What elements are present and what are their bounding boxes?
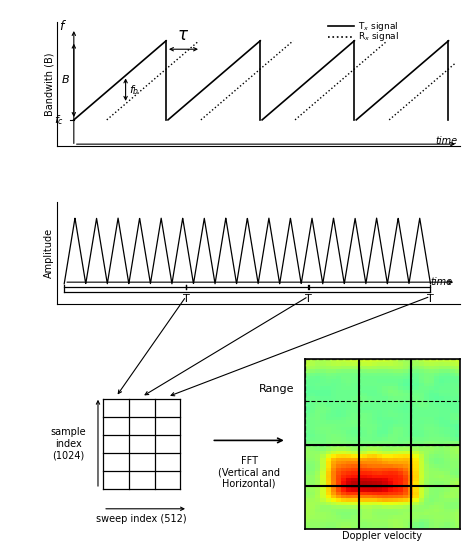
Text: $f$: $f$: [59, 19, 66, 33]
Text: time: time: [436, 136, 458, 146]
Text: R$_x$ signal: R$_x$ signal: [358, 30, 399, 43]
Bar: [305, 359, 460, 445]
Text: FFT
(Vertical and
Horizontal): FFT (Vertical and Horizontal): [218, 456, 280, 489]
Text: $\tau$: $\tau$: [177, 26, 190, 44]
Text: Range: Range: [259, 384, 294, 395]
Text: T: T: [305, 294, 311, 304]
Text: T: T: [427, 294, 434, 304]
Text: $f_b$: $f_b$: [129, 83, 140, 96]
X-axis label: Doppler velocity: Doppler velocity: [342, 531, 422, 541]
Y-axis label: Amplitude: Amplitude: [44, 227, 54, 277]
Text: T: T: [183, 294, 190, 304]
Text: $f_c$: $f_c$: [55, 113, 64, 127]
Text: B: B: [62, 75, 69, 86]
Text: time: time: [430, 277, 453, 287]
Text: sample
index
(1024): sample index (1024): [51, 427, 86, 461]
Text: T$_x$ signal: T$_x$ signal: [358, 20, 399, 33]
Text: sweep index (512): sweep index (512): [96, 514, 187, 524]
Y-axis label: Bandwith (B): Bandwith (B): [44, 52, 54, 116]
